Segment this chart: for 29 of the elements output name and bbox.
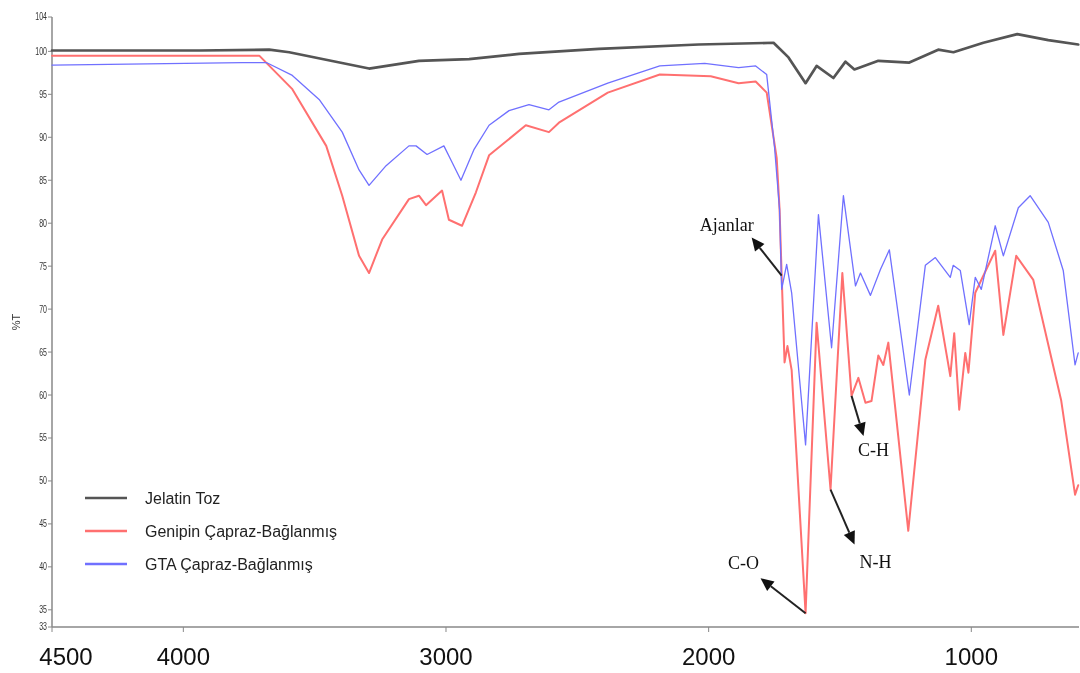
y-tick-label: 45 [39,518,48,530]
legend-label: GTA Çapraz-Bağlanmış [145,555,313,573]
y-tick-label: 70 [39,303,48,315]
y-tick-label: 35 [39,604,48,616]
legend-label: Jelatin Toz [145,489,221,507]
y-tick-label: 100 [35,45,48,58]
annotation: Ajanlar [699,214,754,235]
x-tick-label: 2000 [681,643,736,670]
x-tick-label: 1000 [944,643,998,670]
x-tick-label: 3000 [419,643,473,670]
y-tick-label: 40 [39,561,48,573]
y-tick-label: 104 [35,11,48,23]
y-tick-label: 85 [39,174,48,187]
annotation: C-H [858,439,890,460]
y-tick-label: 90 [39,131,48,144]
y-tick-label: 33 [39,621,48,633]
legend-label: Genipin Çapraz-Bağlanmış [145,522,338,540]
y-tick-label: 95 [39,88,48,101]
annotation: N-H [859,551,892,572]
x-tick-label: 4500 [39,643,93,670]
y-tick-label: 50 [39,475,48,487]
x-tick-label: 4000 [156,643,211,670]
y-tick-label: 60 [39,389,48,401]
y-axis-title: %T [10,313,22,331]
y-tick-label: 55 [39,432,48,444]
annotation: C-O [728,553,760,574]
y-tick-label: 75 [39,260,48,272]
y-tick-label: 65 [39,346,48,358]
y-tick-label: 80 [39,217,48,230]
